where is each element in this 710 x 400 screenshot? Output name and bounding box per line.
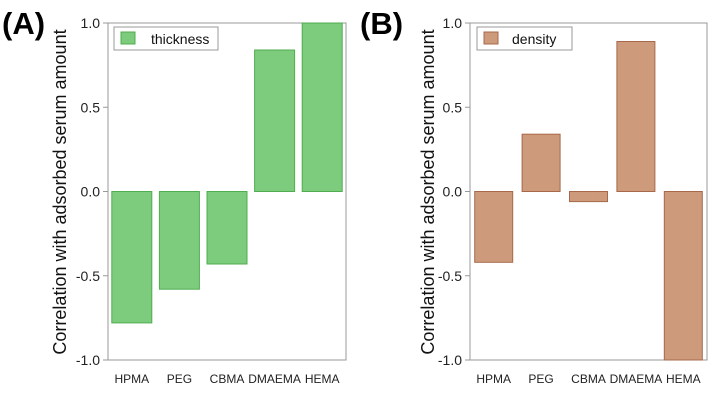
panel-b-y-tick-label-0: -1.0: [438, 352, 462, 368]
panel-a-y-axis-label: Correlation with adsorbed serum amount: [50, 29, 70, 354]
panel-b-x-ticks: HPMA PEG CBMA DMAEMA HEMA: [476, 372, 700, 386]
panel-a-bar-dmaema: [254, 49, 296, 192]
panel-b-chart: (B) Correlation with adsorbed serum amou…: [360, 6, 708, 386]
panel-b-y-tick-label-2: 0.0: [443, 184, 463, 200]
panel-b-x-tick-label-dmaema: DMAEMA: [610, 372, 663, 386]
panel-b-x-tick-label-hpma: HPMA: [476, 372, 511, 386]
panel-a-x-ticks: HPMA PEG CBMA DMAEMA HEMA: [114, 372, 339, 386]
panel-b-bar-peg: [521, 133, 561, 192]
panel-a-legend: thickness: [113, 26, 219, 51]
panel-b-y-tick-label-1: -0.5: [438, 268, 462, 284]
panel-a-x-tick-label-cbma: CBMA: [210, 372, 245, 386]
panel-a-y-ticks: -1.0 -0.5 0.0 0.5 1.0: [76, 15, 108, 368]
panel-a-legend-box: [113, 26, 219, 51]
panel-b-bar-cbma: [569, 191, 608, 203]
panel-b-bars: [474, 41, 703, 361]
panel-b-bar-hema: [663, 191, 703, 361]
panel-b-x-tick-label-peg: PEG: [528, 372, 553, 386]
panel-b-x-tick-label-hema: HEMA: [666, 372, 701, 386]
panel-a-y-tick-label-4: 1.0: [81, 15, 101, 31]
panel-a-legend-label: thickness: [151, 31, 209, 47]
panel-b-y-tick-label-4: 1.0: [443, 15, 463, 31]
panel-b-legend-label: density: [512, 31, 556, 47]
panel-b-x-tick-label-cbma: CBMA: [571, 372, 606, 386]
panel-a-y-tick-label-3: 0.5: [81, 99, 101, 115]
panel-a-bar-hpma: [111, 191, 153, 324]
panel-a-x-tick-label-hpma: HPMA: [114, 372, 149, 386]
panel-b-legend: density: [476, 26, 573, 51]
panel-a-bar-cbma: [206, 191, 248, 265]
panel-b-label: (B): [360, 6, 403, 41]
panel-b-bar-dmaema: [616, 41, 656, 192]
panel-b-legend-box: [476, 26, 573, 51]
panel-b-bar-hpma: [474, 191, 514, 263]
panel-b-legend-swatch: [483, 31, 499, 45]
panel-b-y-tick-label-3: 0.5: [443, 99, 463, 115]
panel-a-x-tick-label-dmaema: DMAEMA: [248, 372, 301, 386]
panel-b-y-axis-label: Correlation with adsorbed serum amount: [418, 29, 438, 354]
panel-a-bar-peg: [158, 191, 200, 290]
panel-a-label: (A): [2, 6, 45, 41]
panel-a-y-tick-label-2: 0.0: [81, 184, 101, 200]
panel-b-y-ticks: -1.0 -0.5 0.0 0.5 1.0: [438, 15, 470, 368]
panel-a-y-tick-label-0: -1.0: [76, 352, 100, 368]
panel-a-bar-hema: [301, 22, 343, 192]
panel-a-chart: (A) Correlation with adsorbed serum amou…: [2, 6, 347, 386]
panel-a-y-tick-label-1: -0.5: [76, 268, 100, 284]
panel-a-legend-swatch: [120, 31, 136, 45]
panel-a-x-tick-label-peg: PEG: [167, 372, 192, 386]
panel-a-bars: [111, 22, 343, 324]
panel-a-x-tick-label-hema: HEMA: [305, 372, 340, 386]
